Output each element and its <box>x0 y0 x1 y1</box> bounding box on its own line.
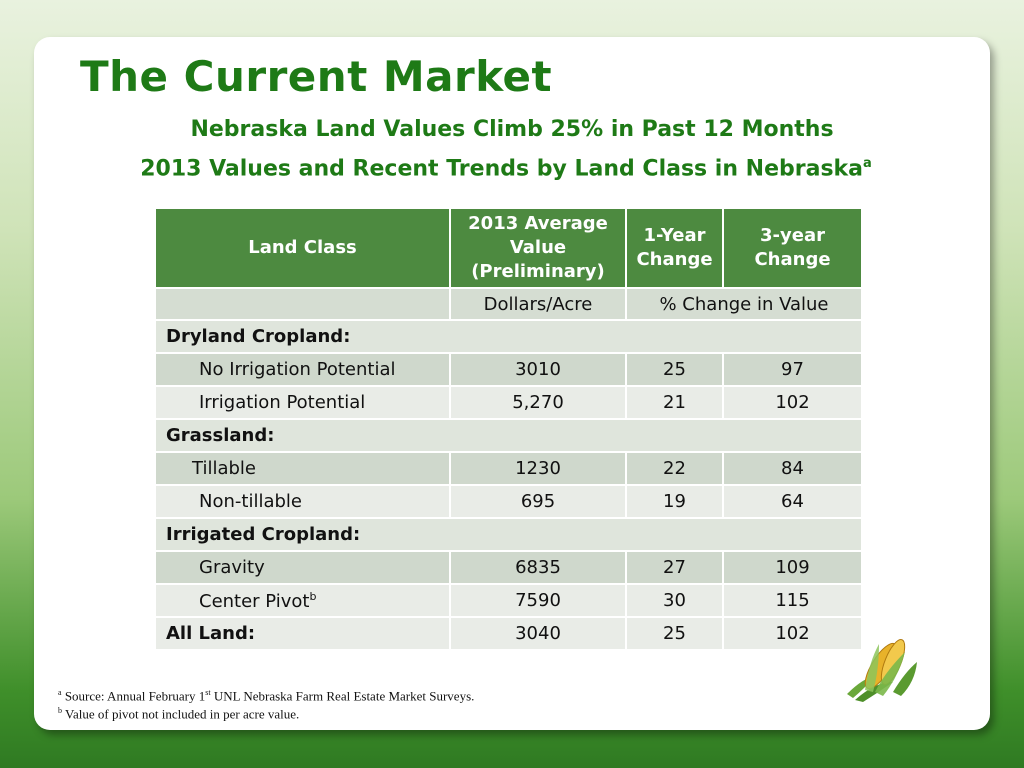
section-irrigated-cropland: Irrigated Cropland: <box>154 517 863 552</box>
row-1-year: 25 <box>625 352 724 387</box>
footnote-a-sup: st <box>205 688 211 697</box>
header-3-year-change: 3-year Change <box>722 207 863 289</box>
row-3-year: 115 <box>722 583 863 618</box>
row-1-year: 21 <box>625 385 724 420</box>
row-value: 3010 <box>449 352 627 387</box>
row-1-year: 30 <box>625 583 724 618</box>
row-label: Tillable <box>154 451 451 486</box>
subtitle-headline: Nebraska Land Values Climb 25% in Past 1… <box>190 117 834 142</box>
total-label: All Land: <box>154 616 451 651</box>
units-percent-change: % Change in Value <box>625 287 863 321</box>
row-3-year: 102 <box>722 385 863 420</box>
total-1-year: 25 <box>625 616 724 651</box>
row-3-year: 97 <box>722 352 863 387</box>
units-dollars-acre: Dollars/Acre <box>449 287 627 321</box>
row-3-year: 84 <box>722 451 863 486</box>
row-1-year: 27 <box>625 550 724 585</box>
header-average-value: 2013 Average Value (Preliminary) <box>449 207 627 289</box>
units-blank <box>154 287 451 321</box>
land-values-table: Land Class 2013 Average Value (Prelimina… <box>154 207 863 651</box>
subtitle-caption-text: 2013 Values and Recent Trends by Land Cl… <box>140 156 864 182</box>
footnote-a-text-2: UNL Nebraska Farm Real Estate Market Sur… <box>210 688 475 704</box>
total-3-year: 102 <box>722 616 863 651</box>
page-title: The Current Market <box>80 52 553 101</box>
subtitle-table-caption: 2013 Values and Recent Trends by Land Cl… <box>0 156 1018 181</box>
row-label: Irrigation Potential <box>154 385 451 420</box>
header-land-class: Land Class <box>154 207 451 289</box>
footnote-marker-a: a <box>863 156 872 171</box>
table-row: No Irrigation Potential 3010 25 97 <box>154 352 863 387</box>
row-label: Gravity <box>154 550 451 585</box>
footnote-a: a Source: Annual February 1st UNL Nebras… <box>58 688 474 704</box>
table-row: Center Pivotb 7590 30 115 <box>154 583 863 618</box>
section-row: Irrigated Cropland: <box>154 517 863 552</box>
footnote-b-text: Value of pivot not included in per acre … <box>65 706 300 722</box>
row-3-year: 64 <box>722 484 863 519</box>
row-1-year: 19 <box>625 484 724 519</box>
table-header-row: Land Class 2013 Average Value (Prelimina… <box>154 207 863 289</box>
row-label: Center Pivotb <box>154 583 451 618</box>
row-label: No Irrigation Potential <box>154 352 451 387</box>
table-row: Non-tillable 695 19 64 <box>154 484 863 519</box>
row-value: 6835 <box>449 550 627 585</box>
units-row: Dollars/Acre % Change in Value <box>154 287 863 321</box>
total-value: 3040 <box>449 616 627 651</box>
table-row: Gravity 6835 27 109 <box>154 550 863 585</box>
table-row: Irrigation Potential 5,270 21 102 <box>154 385 863 420</box>
total-row: All Land: 3040 25 102 <box>154 616 863 651</box>
row-label: Non-tillable <box>154 484 451 519</box>
corn-icon <box>847 639 917 702</box>
row-value: 7590 <box>449 583 627 618</box>
row-label-text: Center Pivot <box>199 590 310 612</box>
footnote-b: b Value of pivot not included in per acr… <box>58 706 299 722</box>
footnote-a-mark: a <box>58 688 62 697</box>
footnote-marker-b: b <box>309 589 317 603</box>
table-row: Tillable 1230 22 84 <box>154 451 863 486</box>
footnote-b-mark: b <box>58 706 62 715</box>
row-value: 695 <box>449 484 627 519</box>
row-value: 5,270 <box>449 385 627 420</box>
section-dryland-cropland: Dryland Cropland: <box>154 319 863 354</box>
header-1-year-change: 1-Year Change <box>625 207 724 289</box>
row-value: 1230 <box>449 451 627 486</box>
section-grassland: Grassland: <box>154 418 863 453</box>
section-row: Dryland Cropland: <box>154 319 863 354</box>
row-3-year: 109 <box>722 550 863 585</box>
row-1-year: 22 <box>625 451 724 486</box>
section-row: Grassland: <box>154 418 863 453</box>
footnote-a-text-1: Source: Annual February 1 <box>64 688 206 704</box>
